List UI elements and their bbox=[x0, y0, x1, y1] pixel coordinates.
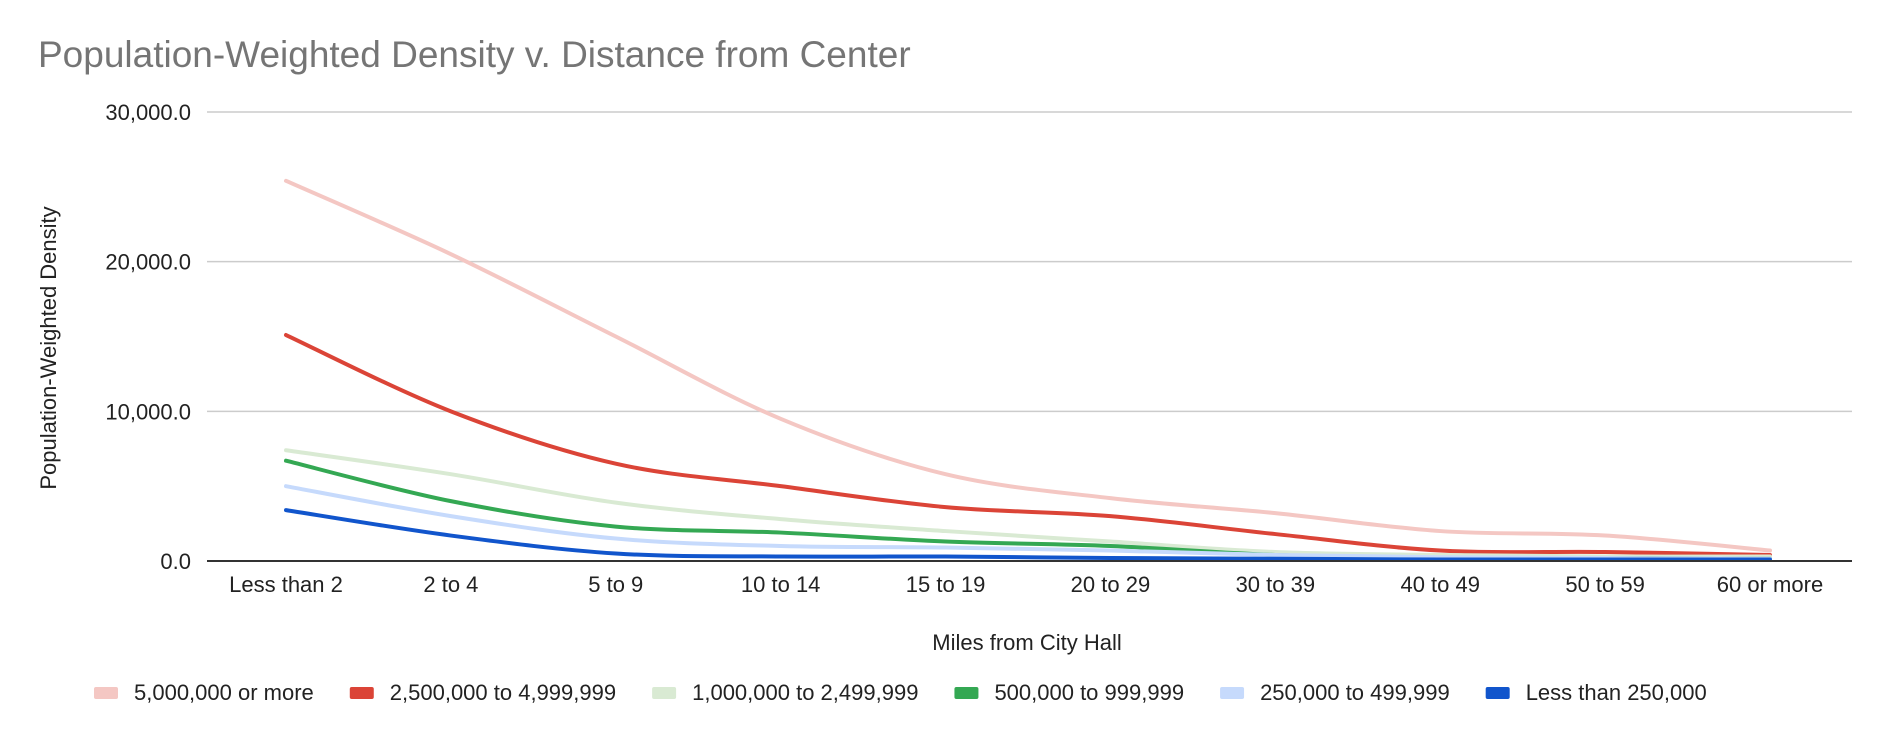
legend-item[interactable]: Less than 250,000 bbox=[1485, 680, 1707, 705]
legend-label: Less than 250,000 bbox=[1526, 680, 1707, 705]
legend-swatch bbox=[349, 687, 374, 699]
y-tick-label: 20,000.0 bbox=[105, 250, 191, 275]
legend-label: 2,500,000 to 4,999,999 bbox=[390, 680, 616, 705]
x-tick-label: 40 to 49 bbox=[1400, 572, 1480, 597]
y-tick-label: 30,000.0 bbox=[105, 100, 191, 125]
legend-swatch bbox=[954, 687, 979, 699]
gridlines bbox=[207, 111, 1852, 413]
x-tick-label: 20 to 29 bbox=[1071, 572, 1151, 597]
legend-swatch bbox=[1485, 687, 1510, 699]
x-tick-label: 2 to 4 bbox=[423, 572, 478, 597]
y-axis-tick-labels: 0.0 10,000.0 20,000.0 30,000.0 bbox=[105, 100, 191, 574]
legend-label: 500,000 to 999,999 bbox=[994, 680, 1184, 705]
legend-item[interactable]: 2,500,000 to 4,999,999 bbox=[349, 680, 616, 705]
legend-item[interactable]: 250,000 to 499,999 bbox=[1220, 680, 1450, 705]
x-tick-label: 60 or more bbox=[1717, 572, 1823, 597]
x-tick-label: 15 to 19 bbox=[906, 572, 986, 597]
series-line bbox=[284, 508, 1772, 562]
y-tick-label: 0.0 bbox=[160, 549, 191, 574]
series-line bbox=[284, 178, 1772, 553]
legend-item[interactable]: 1,000,000 to 2,499,999 bbox=[652, 680, 918, 705]
x-tick-label: 30 to 39 bbox=[1236, 572, 1316, 597]
x-axis-tick-labels: Less than 2 2 to 4 5 to 9 10 to 14 15 to 19 2… bbox=[229, 572, 1823, 597]
legend-label: 250,000 to 499,999 bbox=[1260, 680, 1450, 705]
legend-label: 5,000,000 or more bbox=[134, 680, 314, 705]
legend: 5,000,000 or more 2,500,000 to 4,999,999 1… bbox=[94, 680, 1707, 705]
x-tick-label: 50 to 59 bbox=[1565, 572, 1645, 597]
x-axis-title: Miles from City Hall bbox=[932, 630, 1121, 655]
chart-title: Population-Weighted Density v. Distance … bbox=[38, 34, 911, 75]
legend-swatch bbox=[652, 687, 677, 699]
y-axis-title: Population-Weighted Density bbox=[36, 206, 61, 489]
series-line bbox=[284, 484, 1772, 561]
legend-swatch bbox=[1220, 687, 1245, 699]
x-tick-label: 10 to 14 bbox=[741, 572, 821, 597]
x-tick-label: 5 to 9 bbox=[588, 572, 643, 597]
series-line bbox=[284, 448, 1772, 559]
x-tick-label: Less than 2 bbox=[229, 572, 343, 597]
legend-item[interactable]: 5,000,000 or more bbox=[94, 680, 314, 705]
data-series bbox=[284, 178, 1772, 562]
series-line bbox=[284, 333, 1772, 558]
legend-item[interactable]: 500,000 to 999,999 bbox=[954, 680, 1184, 705]
legend-label: 1,000,000 to 2,499,999 bbox=[692, 680, 918, 705]
legend-swatch bbox=[94, 687, 118, 699]
y-tick-label: 10,000.0 bbox=[105, 399, 191, 424]
